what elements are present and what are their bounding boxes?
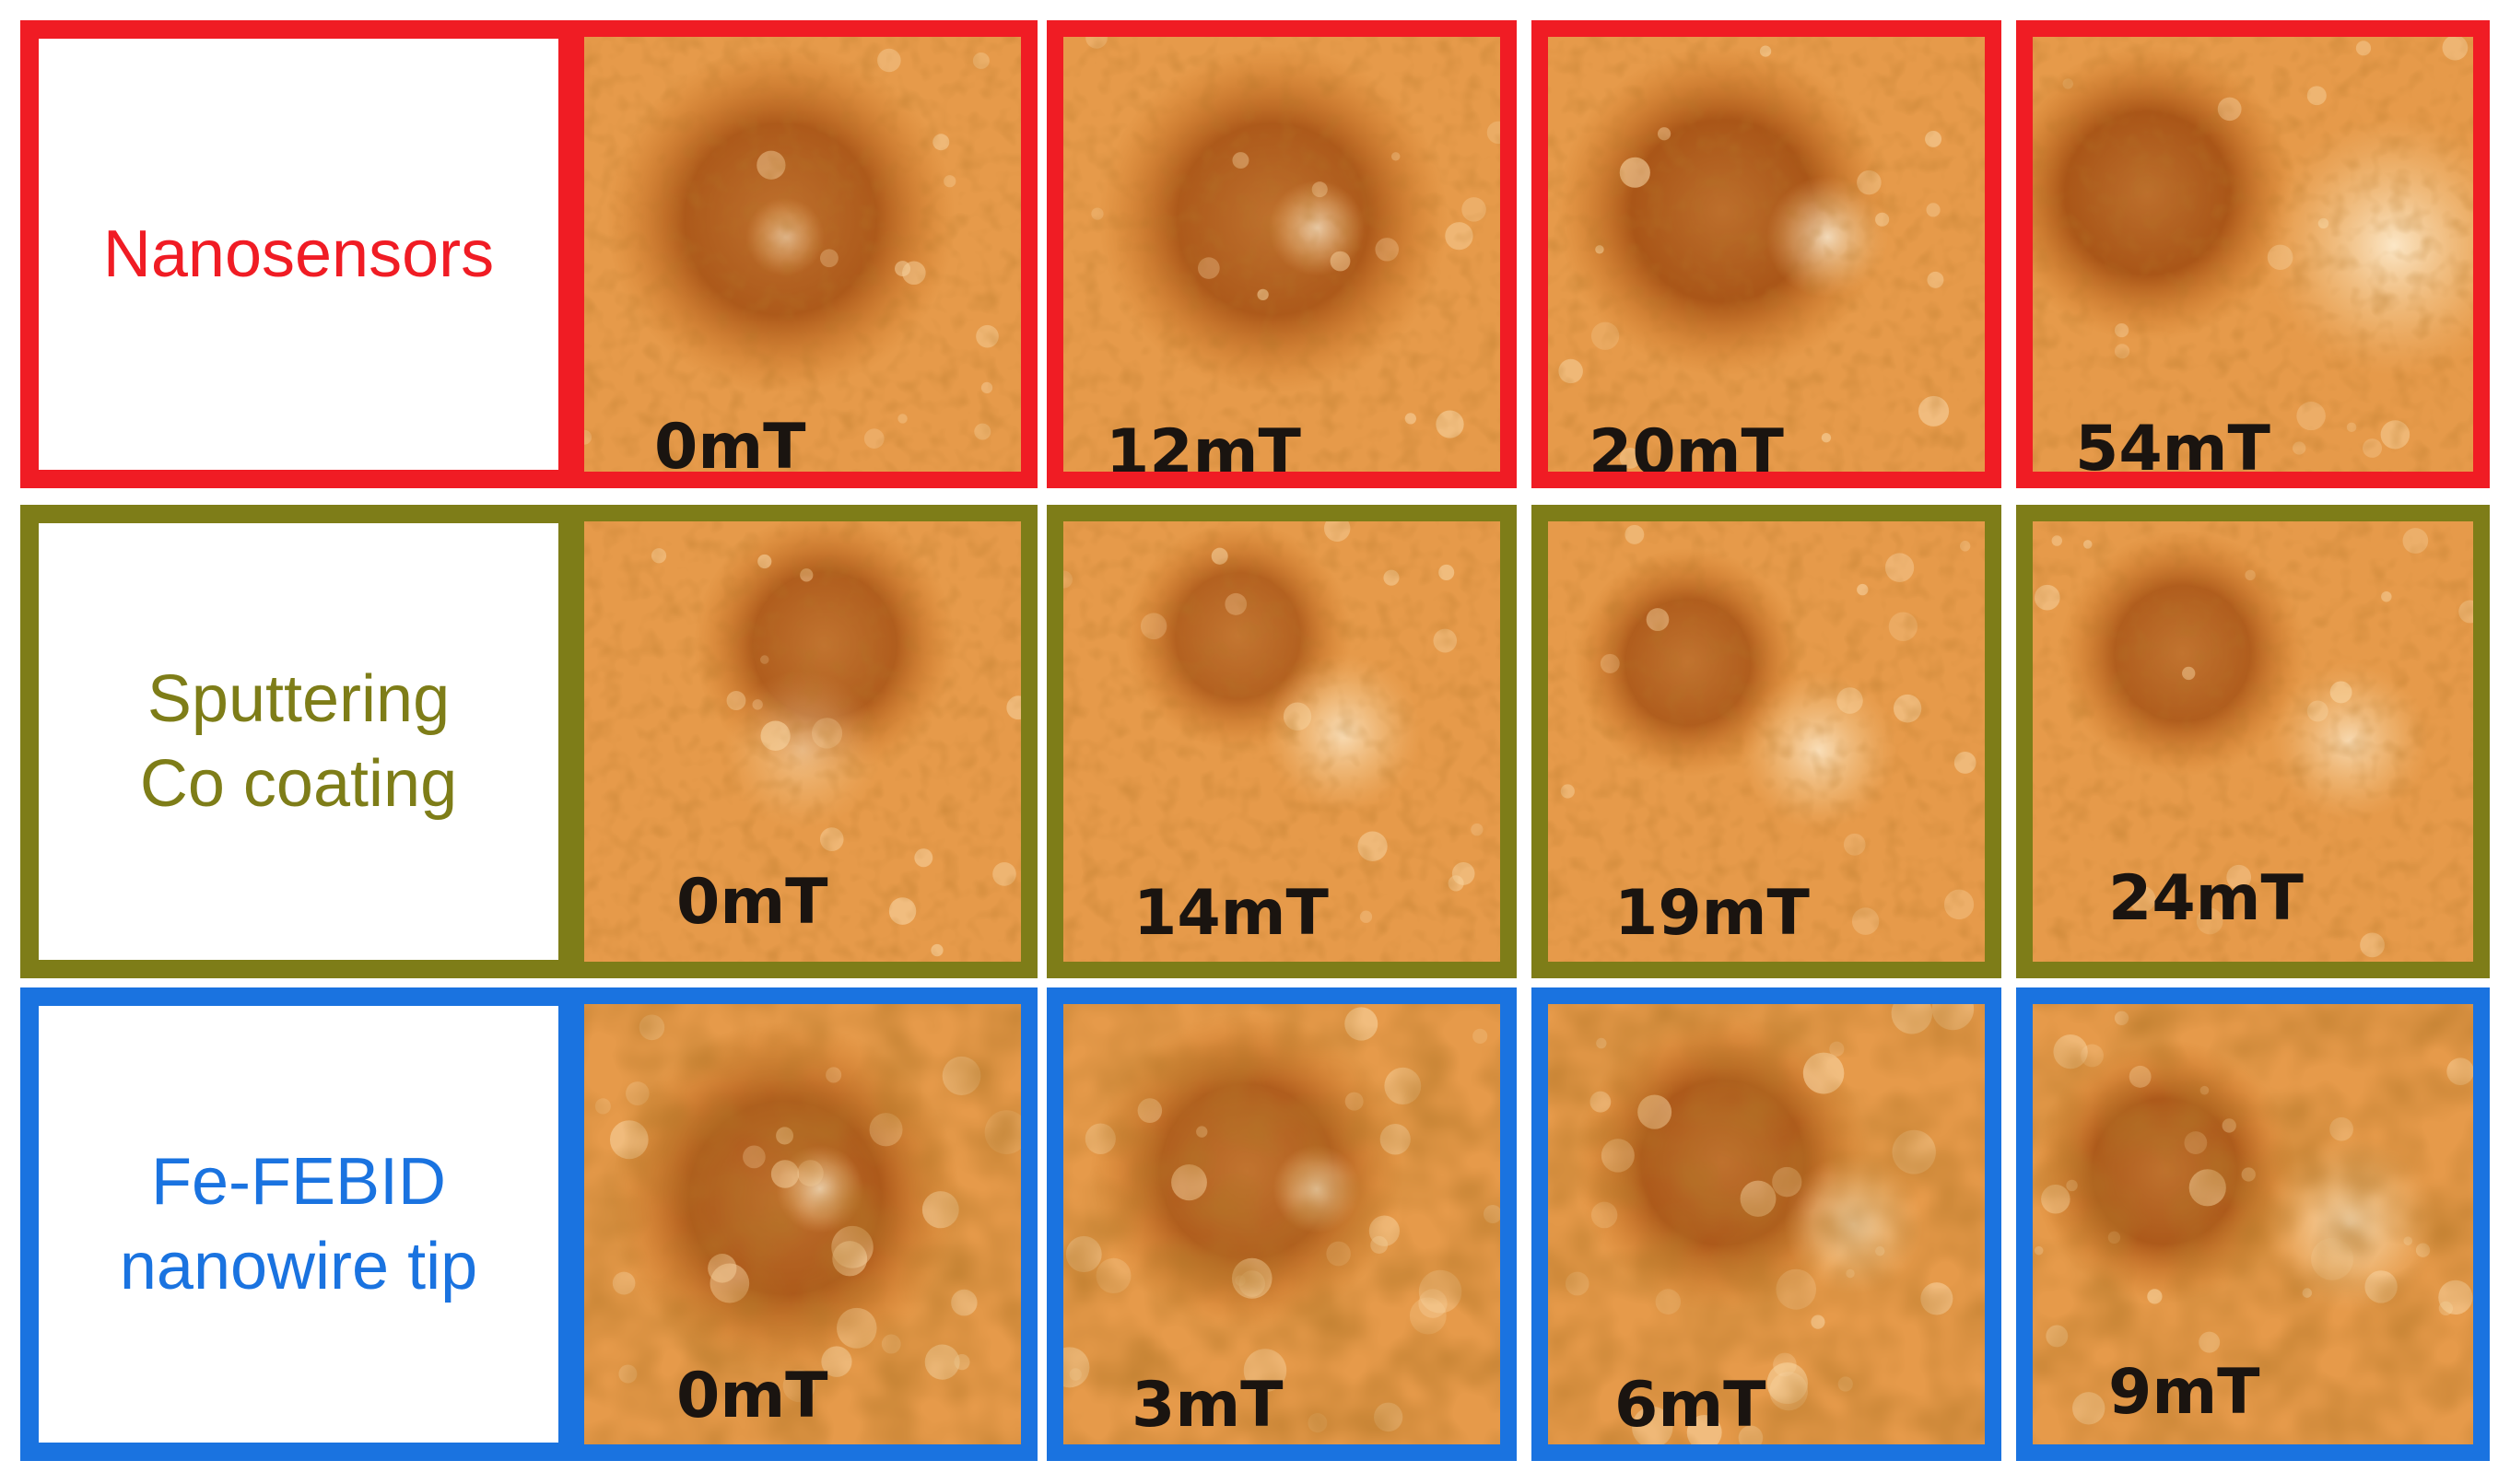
- mfm-image: [2033, 521, 2473, 962]
- row-label-line: Nanosensors: [102, 217, 495, 291]
- mfm-image: [1063, 37, 1500, 472]
- field-value-label: 19mT: [1614, 877, 1810, 950]
- field-value-label: 12mT: [1106, 416, 1301, 488]
- mfm-image: [584, 1004, 1021, 1444]
- mfm-image: [2033, 37, 2473, 472]
- field-value-label: 14mT: [1133, 877, 1329, 950]
- mfm-tile-r3-c4: 9mT: [2016, 987, 2490, 1461]
- mfm-tile-r3-c1: 0mT: [568, 987, 1038, 1461]
- mfm-tile-r1-c3: 20mT: [1531, 20, 2001, 488]
- mfm-tile-r2-c2: 14mT: [1047, 505, 1517, 978]
- mfm-tile-r3-c3: 6mT: [1531, 987, 2001, 1461]
- mfm-tile-r3-c2: 3mT: [1047, 987, 1517, 1461]
- row-label-line: Co coating: [139, 747, 458, 821]
- row-label-line: Fe-FEBID: [150, 1145, 447, 1219]
- mfm-image: [584, 521, 1021, 962]
- mfm-image: [1548, 521, 1985, 962]
- field-value-label: 3mT: [1132, 1369, 1284, 1442]
- mfm-tile-r2-c3: 19mT: [1531, 505, 2001, 978]
- row-label-nanosensors: Nanosensors: [20, 20, 577, 488]
- field-value-label: 24mT: [2108, 862, 2304, 935]
- mfm-image: [584, 37, 1021, 472]
- mfm-tile-r1-c4: 54mT: [2016, 20, 2490, 488]
- field-value-label: 54mT: [2075, 413, 2270, 485]
- mfm-image: [1063, 521, 1500, 962]
- mfm-tile-r2-c4: 24mT: [2016, 505, 2490, 978]
- field-value-label: 0mT: [676, 866, 828, 939]
- mfm-image: [1548, 1004, 1985, 1444]
- row-label-line: nanowire tip: [119, 1230, 478, 1303]
- mfm-image: [1063, 1004, 1500, 1444]
- mfm-image: [2033, 1004, 2473, 1444]
- row-label-sputtering-co-coating: Sputtering Co coating: [20, 505, 577, 978]
- row-label-line: Sputtering: [147, 662, 451, 736]
- row-label-fe-febid-nanowire-tip: Fe-FEBID nanowire tip: [20, 987, 577, 1461]
- mfm-image: [1548, 37, 1985, 472]
- field-value-label: 9mT: [2108, 1356, 2260, 1429]
- field-value-label: 20mT: [1589, 416, 1784, 488]
- field-value-label: 0mT: [676, 1360, 828, 1432]
- mfm-tile-r1-c1: 0mT: [568, 20, 1038, 488]
- field-value-label: 0mT: [654, 411, 806, 484]
- mfm-tile-r2-c1: 0mT: [568, 505, 1038, 978]
- mfm-tile-r1-c2: 12mT: [1047, 20, 1517, 488]
- field-value-label: 6mT: [1614, 1369, 1766, 1442]
